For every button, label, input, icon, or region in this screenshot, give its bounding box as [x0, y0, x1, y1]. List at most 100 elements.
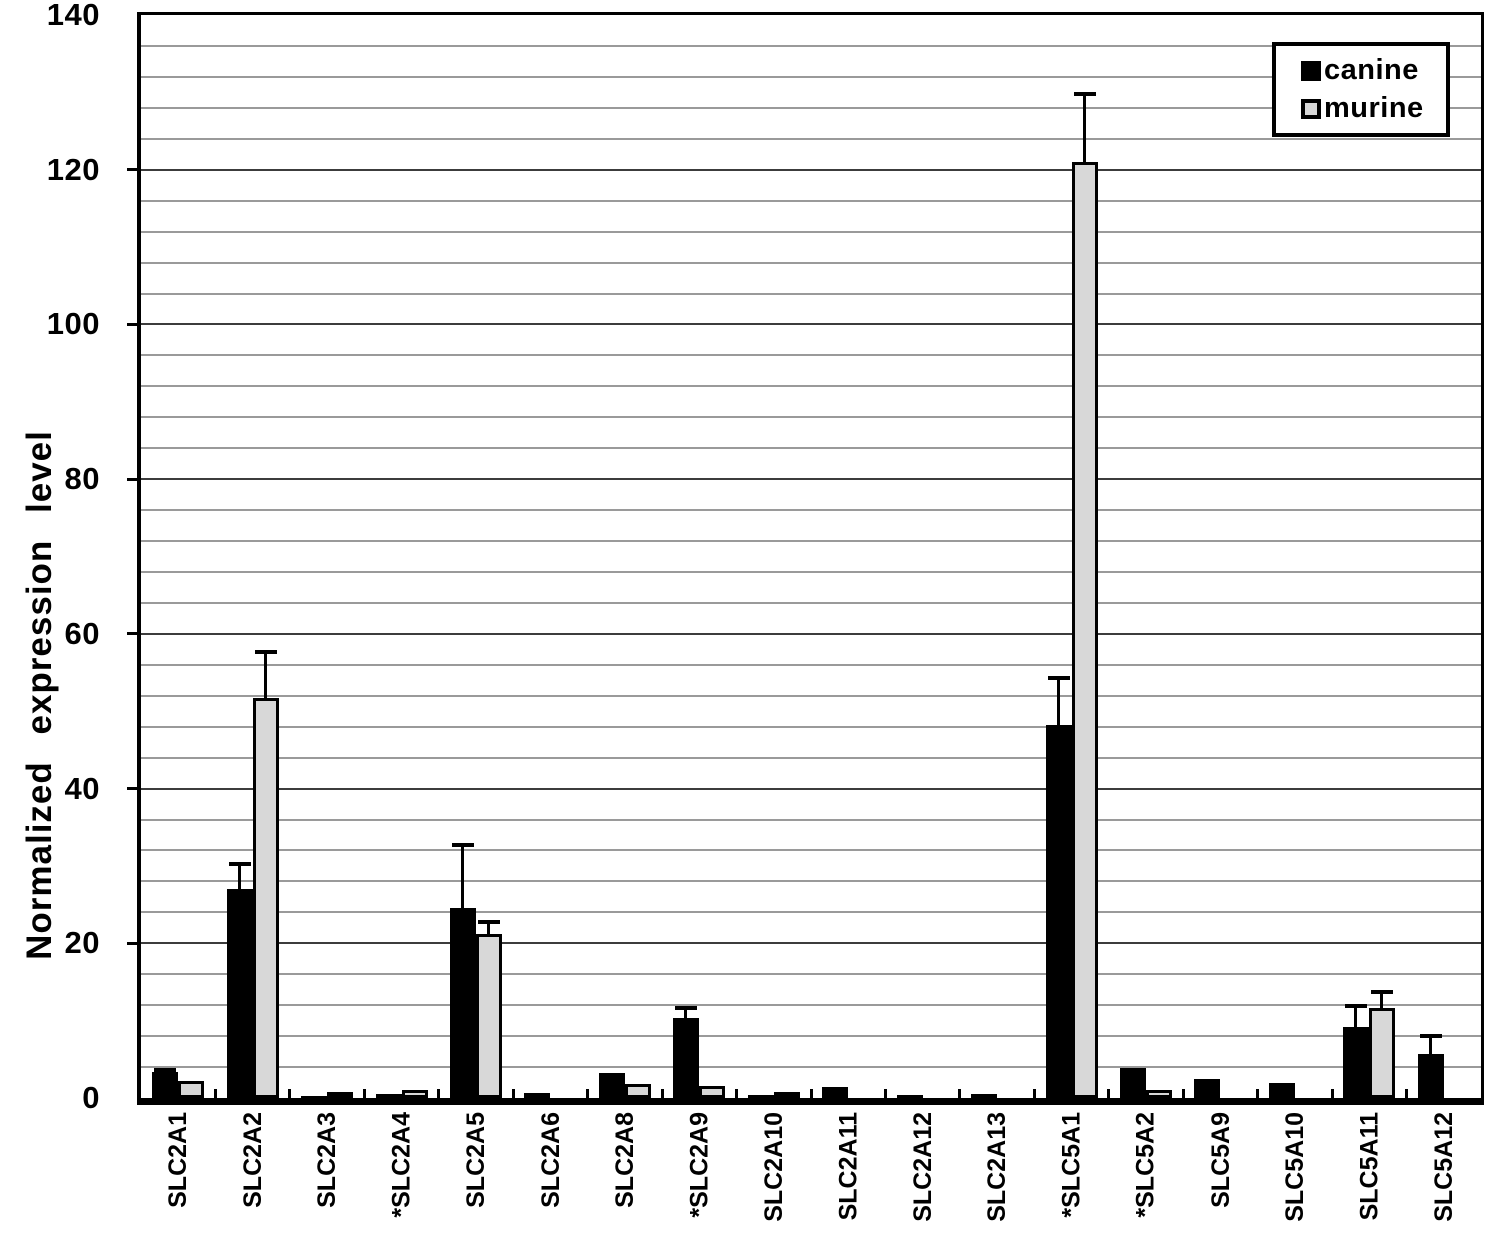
x-tick-label-SLC2A6: SLC2A6: [536, 1112, 565, 1208]
x-tick-label-SLC2A1: SLC2A1: [164, 1112, 193, 1208]
error-bar-cap: [1345, 1004, 1368, 1009]
error-bar-canine-SLC5A1: [1047, 676, 1070, 726]
bar-canine-SLC2A6: [524, 1093, 551, 1098]
x-boundary-tick-14: [1181, 1089, 1185, 1098]
error-bar-line: [1354, 1004, 1358, 1027]
y-tick-label-140: 140: [46, 0, 100, 32]
y-tick-label-80: 80: [64, 461, 100, 497]
bar-canine-SLC2A8: [598, 1073, 625, 1098]
x-tick-label-SLC5A11: SLC5A11: [1355, 1112, 1384, 1221]
y-tick-60: [127, 632, 137, 636]
gridline-y-60: [141, 632, 1481, 635]
bar-murine-SLC5A2: [1146, 1090, 1172, 1098]
x-tick-label-SLC5A10: SLC5A10: [1280, 1112, 1309, 1222]
x-boundary-tick-13: [1107, 1089, 1111, 1098]
bar-murine-SLC2A3: [327, 1092, 354, 1098]
x-boundary-tick-11: [958, 1089, 962, 1098]
bar-murine-SLC2A5: [476, 934, 502, 1098]
error-bar-cap: [478, 920, 500, 925]
bar-canine-SLC2A2: [226, 889, 253, 1098]
error-bar-line: [1428, 1033, 1432, 1054]
gridline-y-104: [141, 292, 1481, 295]
error-bar-line: [461, 842, 464, 909]
x-tick-label-SLC5A9: SLC5A9: [1206, 1112, 1235, 1208]
x-tick-label-SLC2A9: *SLC2A9: [685, 1112, 714, 1218]
error-bar-murine-SLC5A1: [1073, 92, 1096, 162]
x-tick-label-SLC5A2: *SLC5A2: [1132, 1112, 1160, 1218]
gridline-y-112: [141, 230, 1481, 233]
bar-canine-SLC5A2: [1120, 1067, 1146, 1098]
legend-label-canine: canine: [1324, 54, 1419, 86]
error-bar-cap: [1047, 676, 1070, 681]
error-bar-line: [237, 862, 241, 890]
x-tick-label-SLC2A13: SLC2A13: [983, 1112, 1012, 1222]
gridline-y-72: [141, 540, 1481, 543]
gridline-y-76: [141, 509, 1481, 512]
x-tick-label-SLC2A3: SLC2A3: [313, 1112, 342, 1208]
error-bar-canine-SLC2A5: [452, 842, 474, 909]
y-tick-label-40: 40: [64, 770, 100, 806]
error-bar-cap: [1419, 1033, 1442, 1038]
bar-murine-SLC2A2: [252, 698, 279, 1098]
error-bar-canine-SLC5A12: [1419, 1033, 1442, 1054]
x-boundary-tick-16: [1330, 1089, 1334, 1098]
plot-area: [127, 12, 1484, 1105]
x-boundary-tick-15: [1256, 1089, 1260, 1098]
gridline-y-36: [141, 818, 1481, 821]
error-bar-cap: [228, 862, 251, 867]
gridline-y-40: [141, 787, 1481, 790]
gridline-y-84: [141, 447, 1481, 450]
gridline-y-92: [141, 385, 1481, 388]
bar-murine-SLC2A8: [624, 1084, 651, 1098]
error-bar-line: [487, 920, 490, 935]
x-boundary-tick-5: [511, 1089, 515, 1098]
legend-swatch-murine-icon: [1301, 98, 1321, 119]
gridline-y-124: [141, 137, 1481, 140]
bar-canine-SLC5A10: [1268, 1082, 1295, 1098]
legend-label-murine: murine: [1324, 92, 1424, 124]
bar-canine-SLC2A9: [673, 1017, 700, 1098]
bar-canine-SLC2A11: [822, 1087, 849, 1098]
gridline-y-52: [141, 694, 1481, 697]
x-boundary-tick-4: [437, 1089, 441, 1098]
gridline-y-48: [141, 725, 1481, 728]
bar-canine-SLC2A13: [971, 1094, 998, 1098]
bar-canine-SLC5A11: [1343, 1026, 1370, 1098]
y-tick-label-120: 120: [46, 151, 100, 187]
bar-canine-SLC2A12: [896, 1094, 923, 1098]
x-tick-label-SLC5A12: SLC5A12: [1429, 1112, 1458, 1222]
gridline-y-4: [141, 1066, 1481, 1069]
y-tick-label-20: 20: [64, 925, 100, 961]
gridline-y-80: [141, 478, 1481, 481]
gridline-y-20: [141, 942, 1481, 945]
x-tick-label-SLC2A8: SLC2A8: [610, 1112, 639, 1208]
gridline-y-136: [141, 44, 1481, 47]
gridline-y-132: [141, 75, 1481, 78]
bar-canine-SLC2A1: [152, 1071, 179, 1098]
bar-murine-SLC2A1: [178, 1080, 205, 1098]
y-tick-label-60: 60: [64, 615, 100, 651]
gridline-y-108: [141, 261, 1481, 264]
gridline-y-64: [141, 601, 1481, 604]
legend-item-canine: canine: [1301, 56, 1446, 85]
x-tick-label-SLC5A1: *SLC5A1: [1057, 1112, 1086, 1218]
legend: canine murine: [1272, 42, 1450, 137]
x-tick-label-SLC2A4: *SLC2A4: [387, 1112, 416, 1218]
y-tick-100: [127, 322, 137, 326]
gridline-y-56: [141, 663, 1481, 666]
x-boundary-tick-6: [586, 1089, 590, 1098]
x-boundary-tick-8: [735, 1089, 739, 1098]
error-bar-line: [263, 650, 267, 699]
gridline-y-128: [141, 106, 1481, 109]
y-tick-20: [127, 941, 137, 945]
error-bar-canine-SLC2A9: [675, 1005, 698, 1018]
bar-murine-SLC5A11: [1369, 1007, 1396, 1098]
y-tick-label-0: 0: [82, 1080, 100, 1115]
x-tick-label-SLC2A10: SLC2A10: [759, 1112, 788, 1222]
y-tick-120: [127, 168, 137, 172]
bar-murine-SLC2A4: [401, 1089, 428, 1098]
bar-murine-SLC2A9: [699, 1086, 726, 1098]
bar-canine-SLC5A9: [1194, 1078, 1221, 1098]
bar-murine-SLC5A1: [1071, 161, 1098, 1098]
error-bar-line: [1380, 990, 1384, 1008]
